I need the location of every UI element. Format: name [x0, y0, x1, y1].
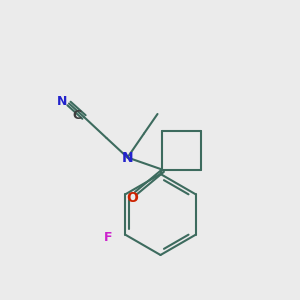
Text: F: F	[103, 231, 112, 244]
Text: C: C	[73, 109, 82, 122]
Text: O: O	[126, 191, 138, 205]
Text: N: N	[57, 94, 68, 108]
Text: N: N	[122, 151, 133, 164]
